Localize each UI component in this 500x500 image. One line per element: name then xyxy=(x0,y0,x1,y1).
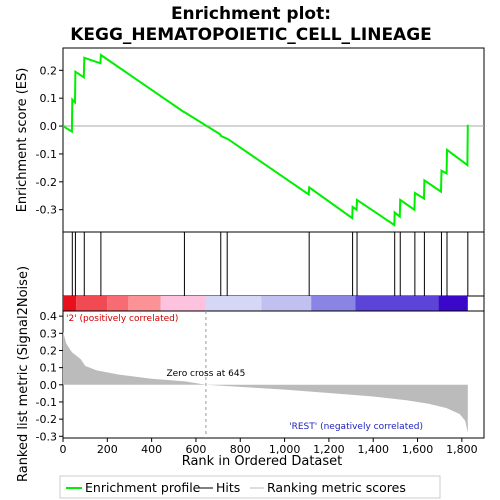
es-tick-label: 0.1 xyxy=(40,92,58,105)
es-tick-label: -0.1 xyxy=(36,148,57,161)
x-tick-label: 0 xyxy=(60,443,67,456)
heat-segment xyxy=(63,296,77,311)
metric-tick-label: 0.0 xyxy=(40,379,58,392)
legend-label-metric: Ranking metric scores xyxy=(267,480,406,495)
chart-title-line1: Enrichment plot: xyxy=(171,4,331,24)
x-tick-label: 1,200 xyxy=(313,443,345,456)
es-axis-label: Enrichment score (ES) xyxy=(15,68,30,213)
heat-segment xyxy=(438,296,468,311)
x-tick-label: 1,400 xyxy=(357,443,389,456)
chart-title-line2: KEGG_HEMATOPOIETIC_CELL_LINEAGE xyxy=(70,25,432,45)
negative-correlation-label: 'REST' (negatively correlated) xyxy=(289,422,423,432)
legend-box xyxy=(59,475,441,499)
hits-group xyxy=(71,232,469,296)
metric-tick-label: 0.2 xyxy=(40,344,58,357)
es-tick-label: -0.3 xyxy=(36,204,57,217)
es-tick-label: 0.2 xyxy=(40,64,58,77)
es-tick-label: 0.0 xyxy=(40,120,58,133)
x-axis-ticks: 0 200 400 600 800 1,000 1,200 1,400 1,600 1,800 xyxy=(60,438,478,456)
metric-tick-label: 0.3 xyxy=(40,327,58,340)
x-tick-label: 800 xyxy=(230,443,251,456)
legend-label-hits: Hits xyxy=(216,480,240,495)
legend: Enrichment profile Hits Ranking metric sco… xyxy=(66,480,406,495)
es-profile-line xyxy=(62,53,469,227)
positive-correlation-label: '2' (positively correlated) xyxy=(66,314,178,324)
heat-segment xyxy=(160,296,206,311)
ranking-metric-area xyxy=(63,331,468,433)
es-tick-label: -0.2 xyxy=(36,176,57,189)
heat-segment xyxy=(76,296,108,311)
x-tick-label: 1,800 xyxy=(446,443,478,456)
x-tick-label: 1,600 xyxy=(402,443,434,456)
heat-segment xyxy=(261,296,312,311)
metric-tick-label: -0.1 xyxy=(36,396,57,409)
heat-segment xyxy=(205,296,262,311)
metric-tick-label: -0.3 xyxy=(36,430,57,443)
zero-cross-label: Zero cross at 645 xyxy=(166,369,245,379)
metric-axis-ticks: 0.4 0.3 0.2 0.1 0.0 -0.1 -0.2 -0.3 xyxy=(36,310,63,443)
hits-panel-frame xyxy=(62,231,485,297)
legend-label-enrichment: Enrichment profile xyxy=(85,480,201,495)
x-tick-label: 1,000 xyxy=(269,443,301,456)
metric-tick-label: -0.2 xyxy=(36,413,57,426)
x-tick-label: 200 xyxy=(97,443,118,456)
heat-segment xyxy=(311,296,356,311)
heat-segment xyxy=(355,296,439,311)
metric-tick-label: 0.4 xyxy=(40,310,58,323)
metric-panel-frame xyxy=(62,310,485,439)
x-tick-label: 600 xyxy=(185,443,206,456)
x-axis-label: Rank in Ordered Dataset xyxy=(182,454,343,469)
es-panel-frame xyxy=(62,47,485,233)
heat-strip xyxy=(63,296,468,311)
metric-axis-label: Ranked list metric (Signal2Noise) xyxy=(16,266,31,482)
heat-segment xyxy=(107,296,129,311)
heat-segment xyxy=(128,296,161,311)
es-axis-ticks: 0.2 0.1 0.0 -0.1 -0.2 -0.3 xyxy=(36,64,63,217)
metric-tick-label: 0.1 xyxy=(40,362,58,375)
x-tick-label: 400 xyxy=(141,443,162,456)
